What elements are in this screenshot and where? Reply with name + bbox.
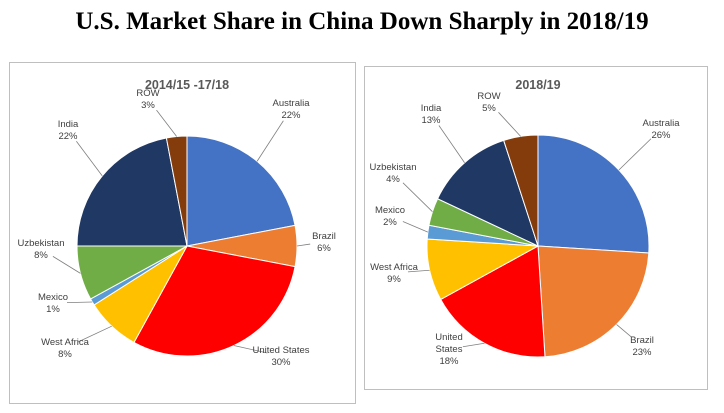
slice-name-india: India — [58, 119, 79, 130]
slice-name-uzbekistan: Uzbekistan — [370, 162, 417, 173]
slice-name-uzbekistan: Uzbekistan — [18, 238, 65, 249]
data-label-brazil: 23% — [632, 347, 652, 358]
data-label-uzbekistan: 8% — [34, 250, 48, 261]
slice-name-australia: Australia — [643, 118, 681, 129]
pie-slice-brazil — [537, 245, 650, 358]
chart-panel-2014-2018: 2014/15 -17/18 Australia 22% Brazil 6% United… — [9, 62, 356, 404]
data-label-australia: 22% — [281, 110, 301, 121]
leader-line-mexico — [66, 301, 93, 304]
leader-line-brazil — [296, 243, 311, 247]
slice-name-united-states: United — [435, 332, 462, 343]
data-label-uzbekistan: 4% — [386, 174, 400, 185]
data-label-india: 13% — [421, 115, 441, 126]
pie-slice-india — [436, 139, 539, 247]
data-label-india: 22% — [58, 131, 78, 142]
leader-line-west-africa — [407, 269, 430, 273]
chart-title: 2018/19 — [515, 78, 560, 92]
leader-line-row — [156, 109, 177, 137]
data-label-mexico: 2% — [383, 217, 397, 228]
chart-title: 2014/15 -17/18 — [145, 78, 229, 92]
data-label-mexico: 1% — [46, 304, 60, 315]
data-label-australia: 26% — [651, 130, 671, 141]
leader-line-uzbekistan — [402, 182, 433, 212]
leader-line-row — [498, 112, 521, 137]
data-label-west-africa: 8% — [58, 349, 72, 360]
leader-line-india — [76, 140, 103, 177]
page-title: U.S. Market Share in China Down Sharply … — [75, 8, 649, 35]
slice-name-row: ROW — [477, 91, 500, 102]
slice-name-india: India — [421, 103, 442, 114]
data-label-united-states: 30% — [271, 357, 291, 368]
slice-name-mexico: Mexico — [375, 205, 405, 216]
pie-slice-australia — [537, 134, 650, 254]
chart-panel-2018-19: 2018/19 Australia 26% Brazil 23% United States… — [364, 66, 708, 390]
slice-name-row: ROW — [136, 88, 159, 99]
slice-name-brazil: Brazil — [630, 335, 654, 346]
slice-name-brazil: Brazil — [312, 231, 336, 242]
leader-line-west-africa — [77, 325, 112, 343]
leader-line-united-states — [462, 342, 485, 348]
slice-name-west-africa: West Africa — [41, 337, 90, 348]
leader-line-uzbekistan — [52, 256, 81, 274]
pie-slice-united-states — [440, 245, 546, 358]
slice-name-united-states: United States — [252, 345, 309, 356]
slice-name-united-states: States — [436, 344, 463, 355]
leader-line-united-states — [233, 345, 268, 354]
leader-line-mexico — [402, 221, 429, 233]
data-label-row: 3% — [141, 100, 155, 111]
data-label-west-africa: 9% — [387, 274, 401, 285]
slice-name-west-africa: West Africa — [370, 262, 419, 273]
leader-line-brazil — [616, 324, 632, 338]
leader-line-india — [438, 125, 465, 163]
pie-chart-2014-2018: 2014/15 -17/18Australia22%Brazil6%United… — [18, 78, 336, 368]
slice-name-mexico: Mexico — [38, 292, 68, 303]
slice-name-australia: Australia — [273, 98, 311, 109]
data-label-united-states: 18% — [439, 356, 459, 367]
leader-line-australia — [618, 138, 652, 171]
data-label-brazil: 6% — [317, 243, 331, 254]
data-label-row: 5% — [482, 103, 496, 114]
leader-line-australia — [256, 120, 284, 162]
